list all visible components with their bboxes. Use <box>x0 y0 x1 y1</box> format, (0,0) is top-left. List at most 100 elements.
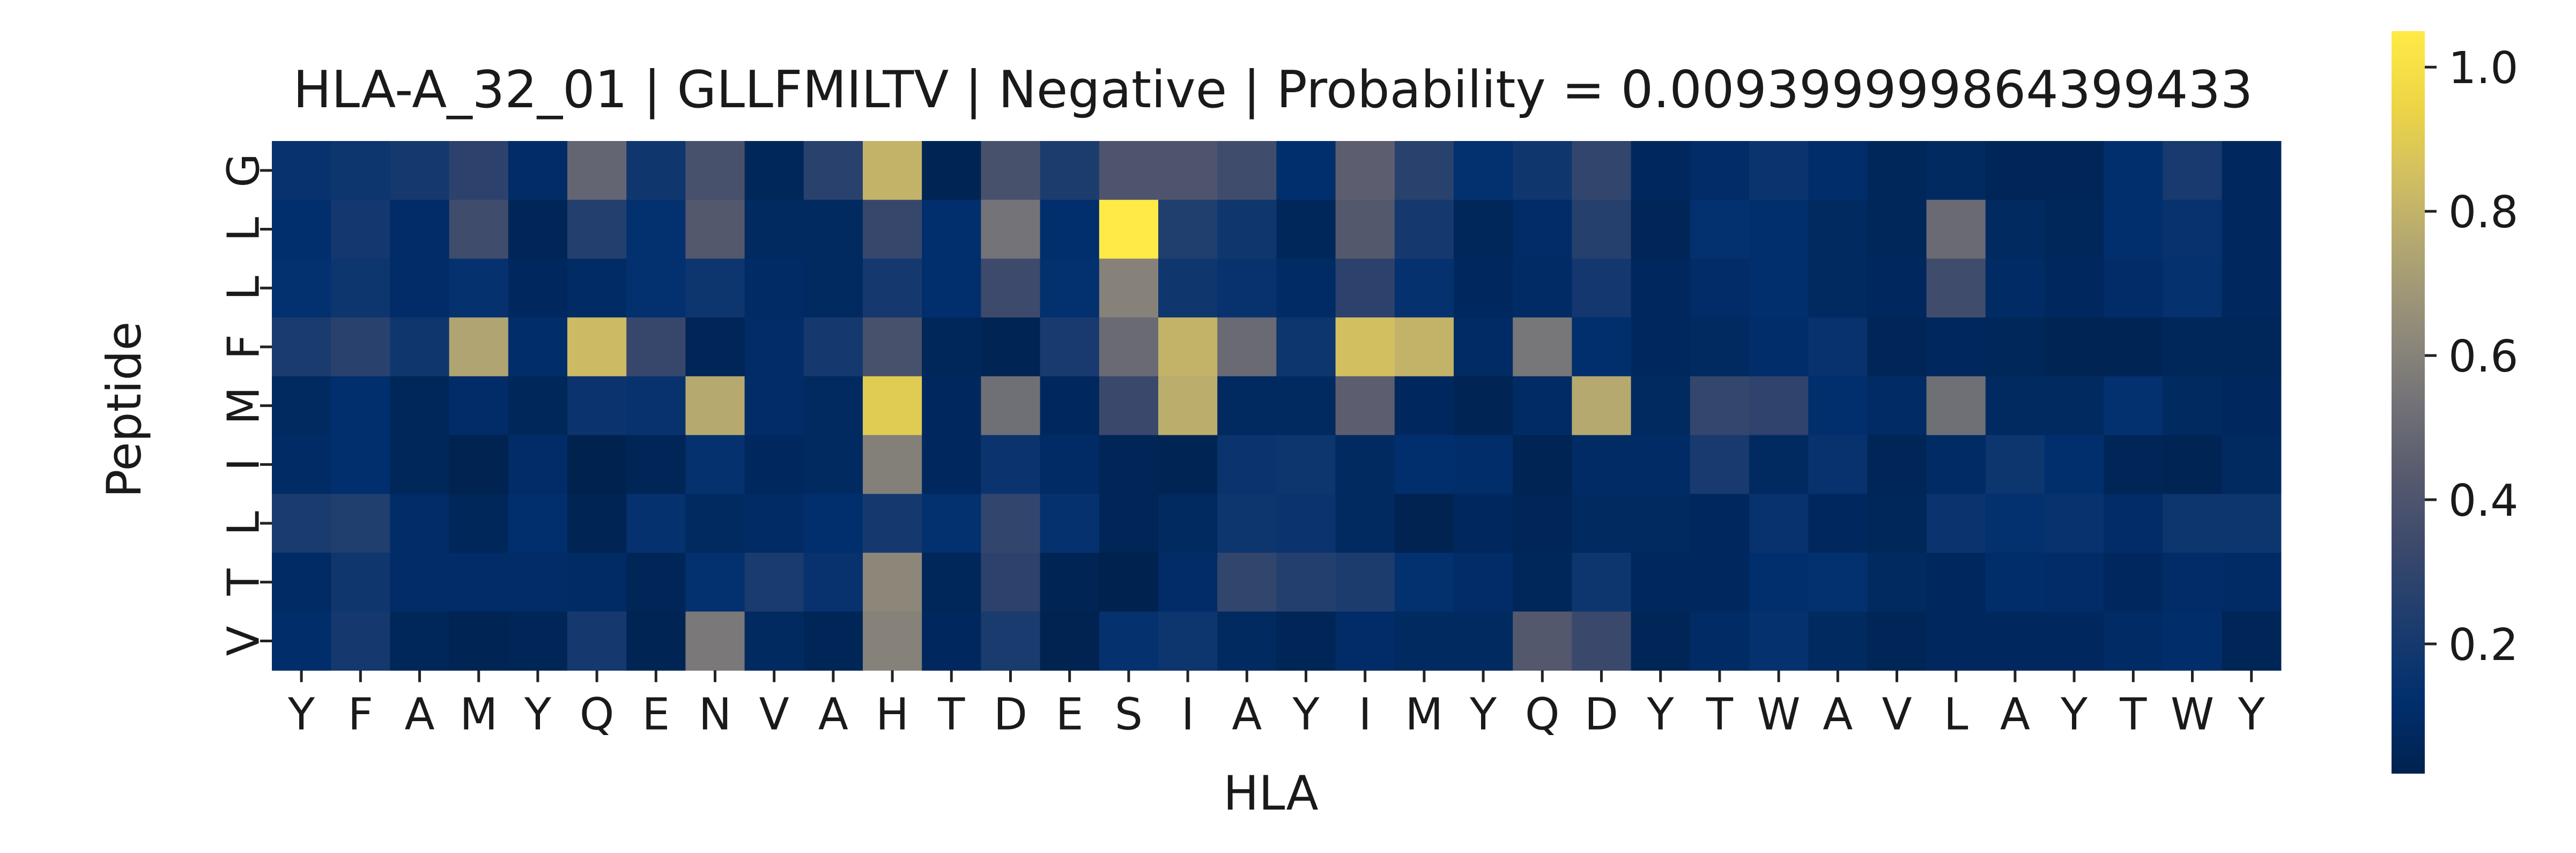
heatmap-cell <box>331 552 390 612</box>
y-tick-label: F <box>219 334 270 359</box>
heatmap-cell <box>1631 258 1691 318</box>
heatmap-cell <box>1690 199 1750 259</box>
heatmap-cell <box>567 611 627 671</box>
heatmap-cell <box>922 611 981 671</box>
heatmap-cell <box>1335 611 1395 671</box>
heatmap-cell <box>390 199 450 259</box>
heatmap-cell <box>1572 435 1632 494</box>
heatmap-cell <box>2045 199 2104 259</box>
heatmap-cell <box>981 258 1041 318</box>
heatmap-cell <box>981 552 1041 612</box>
heatmap-cell <box>1985 258 2045 318</box>
heatmap-cell <box>567 199 627 259</box>
heatmap-cell <box>1454 376 1513 436</box>
heatmap-cell <box>390 141 450 201</box>
heatmap-cell <box>1572 141 1632 201</box>
heatmap-cell <box>1394 141 1454 201</box>
heatmap-cell <box>803 376 863 436</box>
heatmap-cell <box>2222 611 2282 671</box>
heatmap-cell <box>449 611 509 671</box>
heatmap-cell <box>1631 199 1691 259</box>
heatmap-cell <box>744 494 804 553</box>
heatmap-cell <box>567 494 627 553</box>
heatmap-cell <box>1985 435 2045 494</box>
heatmap-cell <box>803 435 863 494</box>
heatmap-cell <box>449 494 509 553</box>
heatmap-cell <box>1690 494 1750 553</box>
x-tick-label: M <box>460 689 498 740</box>
heatmap-cell <box>1985 199 2045 259</box>
heatmap-cell <box>2163 376 2223 436</box>
heatmap-cell <box>1217 611 1277 671</box>
heatmap-cell <box>1690 258 1750 318</box>
heatmap-cell <box>272 552 331 612</box>
x-tick-label: H <box>876 689 909 740</box>
heatmap-cell <box>272 258 331 318</box>
x-tick-label: I <box>1181 689 1194 740</box>
heatmap-cell <box>2045 376 2104 436</box>
heatmap-cell <box>685 376 745 436</box>
heatmap-cell <box>863 611 922 671</box>
heatmap-cell <box>1867 435 1927 494</box>
heatmap-cell <box>863 317 922 377</box>
heatmap-cell <box>1572 258 1632 318</box>
heatmap-cell <box>1276 141 1336 201</box>
heatmap-cell <box>1985 141 2045 201</box>
heatmap-cell <box>863 552 922 612</box>
heatmap-cell <box>1276 494 1336 553</box>
x-tick-label: M <box>1405 689 1444 740</box>
heatmap-cell <box>2163 141 2223 201</box>
heatmap-cell <box>1158 141 1218 201</box>
heatmap-cell <box>981 494 1041 553</box>
heatmap-cell <box>508 494 568 553</box>
heatmap-cell <box>272 435 331 494</box>
heatmap-cell <box>1926 141 1986 201</box>
heatmap-cell <box>803 317 863 377</box>
heatmap-cell <box>1749 141 1809 201</box>
heatmap-cell <box>2104 494 2163 553</box>
heatmap-cell <box>1454 317 1513 377</box>
y-axis: G L L F M I L T V <box>219 153 272 656</box>
heatmap-cell <box>981 611 1041 671</box>
heatmap-cell <box>1217 376 1277 436</box>
heatmap-cell <box>2045 435 2104 494</box>
heatmap-cell <box>1690 317 1750 377</box>
heatmap-cell <box>2163 494 2223 553</box>
heatmap-cell <box>2163 435 2223 494</box>
heatmap-cell <box>1099 258 1159 318</box>
heatmap-cell <box>390 494 450 553</box>
heatmap-cell <box>2222 376 2282 436</box>
heatmap-cell <box>1513 435 1572 494</box>
heatmap-cell <box>390 435 450 494</box>
heatmap-cell <box>1276 199 1336 259</box>
heatmap-cell <box>1985 376 2045 436</box>
x-tick-label: Q <box>580 689 615 740</box>
heatmap-cell <box>1808 258 1868 318</box>
heatmap-cell <box>1808 611 1868 671</box>
heatmap-cell <box>685 199 745 259</box>
heatmap-cell <box>803 494 863 553</box>
heatmap-cell <box>1335 376 1395 436</box>
heatmap-cell <box>1040 199 1100 259</box>
heatmap-cell <box>1572 611 1632 671</box>
heatmap-cell <box>1335 258 1395 318</box>
heatmap-cell <box>1217 494 1277 553</box>
x-tick-label: Y <box>524 689 552 740</box>
heatmap-cell <box>1099 317 1159 377</box>
heatmap-cell <box>2104 611 2163 671</box>
x-tick-label: L <box>1944 689 1968 740</box>
heatmap-cell <box>1808 199 1868 259</box>
heatmap-cell <box>685 494 745 553</box>
heatmap-cell <box>567 141 627 201</box>
heatmap-cell <box>1276 435 1336 494</box>
x-tick-label: Q <box>1525 689 1560 740</box>
heatmap-cell <box>1217 435 1277 494</box>
heatmap-cell <box>1867 141 1927 201</box>
x-tick-label: Y <box>2060 689 2088 740</box>
heatmap-cell <box>803 611 863 671</box>
heatmap-cell <box>1099 199 1159 259</box>
heatmap-cell <box>1040 435 1100 494</box>
heatmap-cell <box>2104 258 2163 318</box>
heatmap-cell <box>744 199 804 259</box>
heatmap-cell <box>1867 552 1927 612</box>
